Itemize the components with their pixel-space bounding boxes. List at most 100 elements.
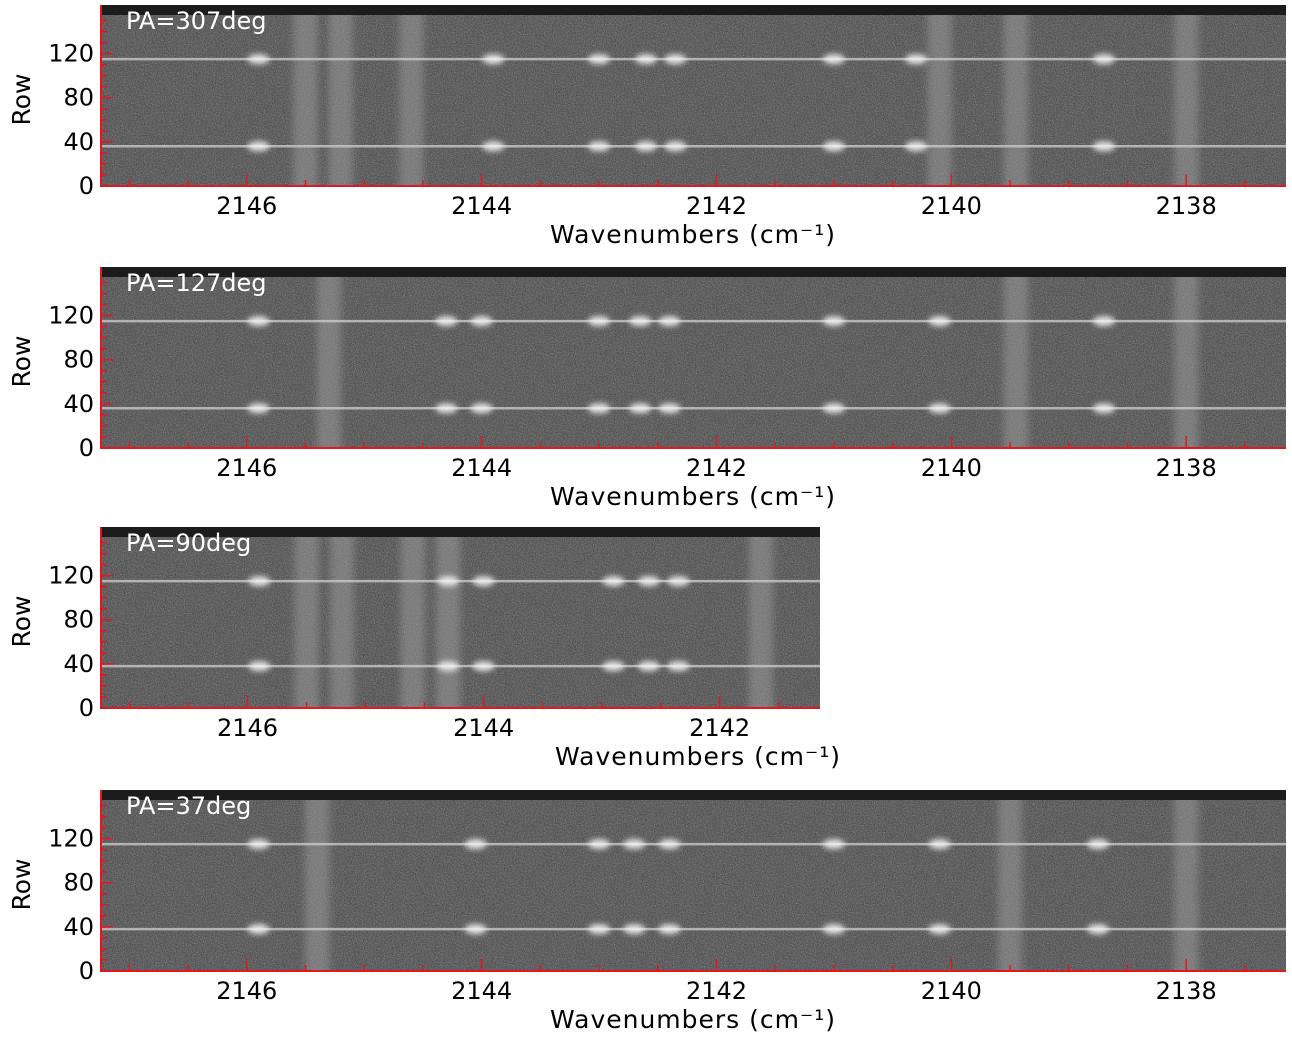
emission-feature	[635, 141, 658, 152]
pa-label: PA=90deg	[126, 529, 251, 557]
emission-feature	[658, 403, 681, 414]
emission-feature	[822, 403, 845, 414]
y-axis-title: Row	[7, 859, 36, 911]
y-tick-label: 80	[63, 84, 94, 112]
y-tick-label: 120	[48, 302, 94, 330]
x-tick-label: 2138	[1156, 454, 1217, 482]
x-tick-label: 2146	[216, 192, 277, 220]
pa-label: PA=307deg	[126, 7, 267, 35]
emission-feature	[637, 576, 660, 587]
panel-4: 2146 2144 2142 2140 2138 0 40 80 120 Wavenumbers …	[7, 790, 1286, 1034]
x-tick-label: 2140	[921, 454, 982, 482]
telluric-band	[436, 537, 461, 708]
x-tick-label: 2140	[921, 192, 982, 220]
emission-feature	[667, 576, 690, 587]
emission-feature	[437, 576, 460, 587]
emission-feature	[247, 316, 270, 327]
x-tick-label: 2138	[1156, 192, 1217, 220]
pa-label: PA=127deg	[126, 269, 267, 297]
panel-1: 2146 2144 2142 2140 2138 0 40 80 120 Wavenumbers …	[7, 5, 1286, 249]
emission-feature	[588, 316, 611, 327]
emission-feature	[822, 54, 845, 65]
emission-feature	[664, 141, 687, 152]
noise-texture	[100, 5, 1286, 186]
pa-label: PA=37deg	[126, 792, 251, 820]
emission-feature	[602, 661, 625, 672]
emission-feature	[1092, 141, 1115, 152]
y-axis-title: Row	[7, 596, 36, 648]
emission-feature	[247, 141, 270, 152]
x-tick-label: 2144	[451, 977, 512, 1005]
x-tick-label: 2144	[451, 454, 512, 482]
y-tick-label: 40	[63, 650, 94, 678]
emission-feature	[247, 839, 270, 850]
emission-feature	[822, 316, 845, 327]
y-tick-label: 80	[63, 869, 94, 897]
header-strip	[100, 790, 1286, 800]
y-tick-label: 80	[63, 346, 94, 374]
header-strip	[100, 5, 1286, 15]
telluric-band	[294, 537, 319, 708]
x-tick-label: 2138	[1156, 977, 1217, 1005]
y-axis-title: Row	[7, 74, 36, 126]
y-tick-label: 40	[63, 128, 94, 156]
noise-texture	[100, 790, 1286, 971]
panel-2: 2146 2144 2142 2140 2138 0 40 80 120 Wavenumbers …	[7, 267, 1286, 511]
y-tick-label: 0	[79, 434, 94, 462]
emission-feature	[822, 924, 845, 935]
x-axis-title: Wavenumbers (cm⁻¹)	[550, 1005, 836, 1034]
emission-feature	[588, 924, 611, 935]
emission-feature	[928, 839, 951, 850]
emission-feature	[1087, 924, 1110, 935]
emission-feature	[905, 141, 928, 152]
emission-feature	[437, 661, 460, 672]
telluric-band	[1003, 277, 1028, 448]
y-tick-label: 80	[63, 606, 94, 634]
telluric-band	[305, 800, 330, 971]
y-tick-label: 120	[48, 825, 94, 853]
emission-feature	[588, 403, 611, 414]
header-strip	[100, 527, 820, 537]
emission-feature	[635, 54, 658, 65]
x-axis-title: Wavenumbers (cm⁻¹)	[555, 742, 841, 771]
emission-feature	[658, 924, 681, 935]
emission-feature	[658, 839, 681, 850]
x-tick-label: 2144	[453, 714, 514, 742]
x-axis-title: Wavenumbers (cm⁻¹)	[550, 482, 836, 511]
emission-feature	[482, 141, 505, 152]
emission-feature	[247, 924, 270, 935]
emission-feature	[928, 403, 951, 414]
emission-feature	[247, 54, 270, 65]
emission-feature	[658, 316, 681, 327]
y-tick-label: 0	[79, 957, 94, 985]
emission-feature	[248, 576, 271, 587]
emission-feature	[248, 661, 271, 672]
emission-feature	[1092, 403, 1115, 414]
emission-feature	[623, 839, 646, 850]
telluric-band	[1174, 800, 1199, 971]
emission-feature	[464, 839, 487, 850]
y-tick-label: 120	[48, 562, 94, 590]
telluric-band	[316, 277, 341, 448]
telluric-band	[293, 15, 318, 186]
y-tick-label: 40	[63, 390, 94, 418]
emission-feature	[470, 316, 493, 327]
emission-feature	[667, 661, 690, 672]
telluric-band	[1174, 277, 1199, 448]
noise-texture	[100, 267, 1286, 448]
telluric-band	[400, 537, 425, 708]
emission-feature	[1092, 54, 1115, 65]
emission-feature	[928, 316, 951, 327]
x-tick-label: 2142	[686, 977, 747, 1005]
x-axis-title: Wavenumbers (cm⁻¹)	[550, 220, 836, 249]
emission-feature	[247, 403, 270, 414]
y-tick-label: 0	[79, 172, 94, 200]
emission-feature	[602, 576, 625, 587]
emission-feature	[822, 839, 845, 850]
emission-feature	[664, 54, 687, 65]
emission-feature	[588, 839, 611, 850]
emission-feature	[629, 316, 652, 327]
telluric-band	[927, 15, 952, 186]
telluric-band	[1174, 15, 1199, 186]
emission-feature	[470, 403, 493, 414]
